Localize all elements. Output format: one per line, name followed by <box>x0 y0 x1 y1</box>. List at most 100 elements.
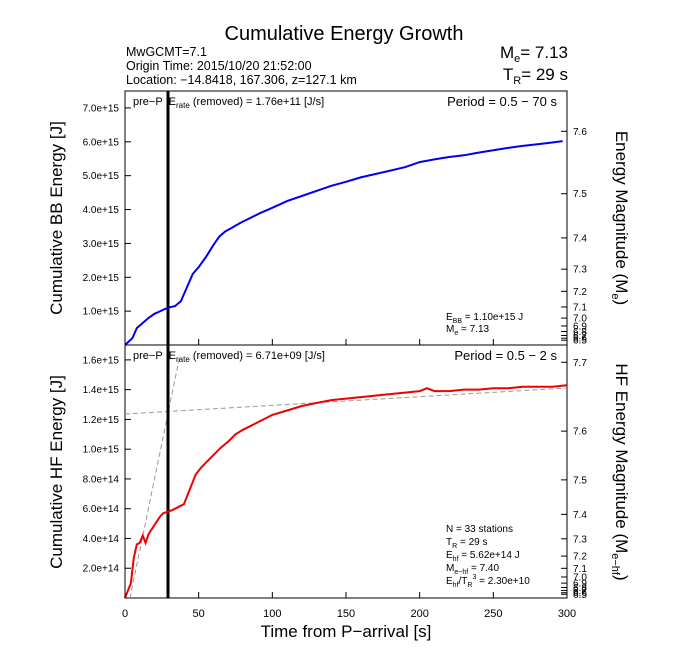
me-summary: Me= 7.13 <box>500 43 568 65</box>
hf-ratio-sup: 3 <box>472 574 476 581</box>
hf-period-label: Period = 0.5 − 2 s <box>454 348 557 363</box>
bb-left-tick-label: 3.0e+15 <box>83 239 120 250</box>
hf-tr-annot: TR = 29 s <box>446 537 487 550</box>
x-tick-label: 100 <box>263 608 281 620</box>
hf-left-tick-label: 1.0e+15 <box>83 445 120 456</box>
info-line-1: MwGCMT=7.1 <box>126 45 207 59</box>
hf-right-ylabel: HF Energy Magnitude (Me−hf) <box>609 363 631 580</box>
hf-erate-e: E <box>169 350 176 362</box>
hf-ehf-annot: Ehf = 5.62e+14 J <box>446 550 520 563</box>
tr-summary: TR= 29 s <box>503 65 568 87</box>
bb-right-tick-label: 7.4 <box>573 233 587 244</box>
x-tick-label: 250 <box>484 608 502 620</box>
hf-left-tick-label: 1.4e+15 <box>83 385 120 396</box>
hf-right-tick-label: 7.2 <box>573 552 587 563</box>
hf-ehf-sub: hf <box>453 556 459 563</box>
bb-pre-p-label: pre−P Erate (removed) = 1.76e+11 [J/s] <box>133 96 324 110</box>
bb-right-tick-label: 7.3 <box>573 265 587 276</box>
hf-ratio-value: = 2.30e+10 <box>476 576 530 587</box>
hf-right-ylabel-sub: e−hf <box>609 553 621 576</box>
bb-right-ylabel-main: Energy Magnitude (M <box>612 131 631 294</box>
hf-ehf-rest: = 5.62e+14 J <box>459 550 520 561</box>
bb-left-ylabel: Cumulative BB Energy [J] <box>47 121 66 315</box>
hf-left-tick-label: 4.0e+14 <box>83 534 120 545</box>
me-summary-label: M <box>500 43 514 62</box>
hf-right-tick-label: 6.7 <box>573 586 587 597</box>
hf-n-stations-annot: N = 33 stations <box>446 524 513 535</box>
bb-right-tick-label: 6.9 <box>573 321 587 332</box>
hf-ratio-main: E <box>446 576 453 587</box>
bb-pre-p-text: pre−P <box>133 96 163 108</box>
bb-right-tick-label: 6.5 <box>573 336 587 347</box>
bb-ebb-rest: = 1.10e+15 J <box>462 312 523 323</box>
bb-energy-line <box>124 140 563 346</box>
bb-me-annot: Me = 7.13 <box>446 324 490 337</box>
bb-ebb-main: E <box>446 312 453 323</box>
hf-energy-line <box>124 384 568 599</box>
hf-ratio-sub2: R <box>467 582 472 589</box>
bb-left-ticks: 1.0e+15 2.0e+15 3.0e+15 4.0e+15 5.0e+15 6.0e+… <box>83 103 131 318</box>
hf-right-tick-label: 6.6 <box>573 588 587 599</box>
hf-mehf-sub: e−hf <box>454 569 468 576</box>
hf-erate-sub: rate <box>176 355 190 364</box>
bb-left-tick-label: 2.0e+15 <box>83 273 120 284</box>
bb-left-tick-label: 4.0e+15 <box>83 205 120 216</box>
bb-right-ticks: 7.6 7.5 7.4 7.3 7.2 7.17.06.96.86.76.66.5 <box>561 127 587 347</box>
hf-right-ticks: 7.7 7.6 7.5 7.4 7.3 7.27.17.06.96.86.76.66.5 <box>561 358 587 601</box>
hf-pre-p-text: pre−P <box>133 350 163 362</box>
bb-left-tick-label: 6.0e+15 <box>83 137 120 148</box>
bb-me-rest: = 7.13 <box>458 324 489 335</box>
hf-mehf-main: M <box>446 563 454 574</box>
bb-right-tick-label: 7.2 <box>573 287 587 298</box>
hf-right-ylabel-close: ) <box>612 575 631 581</box>
bb-erate-sub: rate <box>176 101 190 110</box>
figure-title: Cumulative Energy Growth <box>225 23 464 45</box>
bb-right-tick-label: 6.8 <box>573 327 587 338</box>
hf-right-ylabel-main: HF Energy Magnitude (M <box>612 363 631 553</box>
x-tick-label: 50 <box>193 608 205 620</box>
hf-ratio-mid: /T <box>459 576 468 587</box>
bb-left-tick-label: 7.0e+15 <box>83 103 120 114</box>
x-tick-label: 200 <box>410 608 428 620</box>
bb-right-tick-label: 7.1 <box>573 303 587 314</box>
hf-ratio-sub: hf <box>453 582 459 589</box>
bb-me-main: M <box>446 324 454 335</box>
hf-left-tick-label: 2.0e+14 <box>83 564 120 575</box>
bb-left-tick-label: 5.0e+15 <box>83 171 120 182</box>
x-axis-label: Time from P−arrival [s] <box>261 622 432 641</box>
bb-panel-frame <box>124 90 568 346</box>
hf-dashed-rate-line <box>129 354 181 599</box>
me-summary-value: = 7.13 <box>520 43 568 62</box>
hf-left-tick-label: 1.2e+15 <box>83 415 120 426</box>
bb-period-label: Period = 0.5 − 70 s <box>447 94 557 109</box>
bb-erate-text: (removed) = 1.76e+11 [J/s] <box>190 96 324 108</box>
hf-right-tick-label: 6.8 <box>573 583 587 594</box>
hf-right-tick-label: 7.3 <box>573 534 587 545</box>
hf-left-tick-label: 8.0e+14 <box>83 474 120 485</box>
hf-mehf-annot: Me−hf = 7.40 <box>446 563 499 576</box>
hf-right-tick-label: 7.0 <box>573 572 587 583</box>
bb-right-ylabel-close: ) <box>612 299 631 305</box>
hf-left-ylabel: Cumulative HF Energy [J] <box>47 375 66 569</box>
hf-tr-sub: R <box>452 543 457 550</box>
bb-ebb-sub: BB <box>453 318 463 325</box>
hf-dashed-fit-line <box>124 387 568 415</box>
x-tick-label: 0 <box>122 608 128 620</box>
hf-right-tick-label: 7.4 <box>573 510 587 521</box>
bb-right-tick-label: 6.7 <box>573 331 587 342</box>
bb-right-tick-label: 7.5 <box>573 189 587 200</box>
bb-left-tick-label: 1.0e+15 <box>83 307 120 318</box>
bb-energy-panel: 1.0e+15 2.0e+15 3.0e+15 4.0e+15 5.0e+15 6.0e+… <box>47 90 631 347</box>
info-line-3: Location: −14.8418, 167.306, z=127.1 km <box>126 73 357 87</box>
bb-erate-e: E <box>169 96 176 108</box>
tr-summary-label: T <box>503 65 513 84</box>
x-tick-label: 300 <box>558 608 576 620</box>
bb-right-tick-label: 7.0 <box>573 314 587 325</box>
tr-summary-sub: R <box>513 75 521 87</box>
bb-ebb-annot: EBB = 1.10e+15 J <box>446 312 523 325</box>
hf-pre-p-label: pre−P Erate (removed) = 6.71e+09 [J/s] <box>133 350 325 364</box>
hf-ehf-main: E <box>446 550 453 561</box>
hf-left-tick-label: 1.6e+15 <box>83 355 120 366</box>
bb-right-tick-label: 6.6 <box>573 334 587 345</box>
